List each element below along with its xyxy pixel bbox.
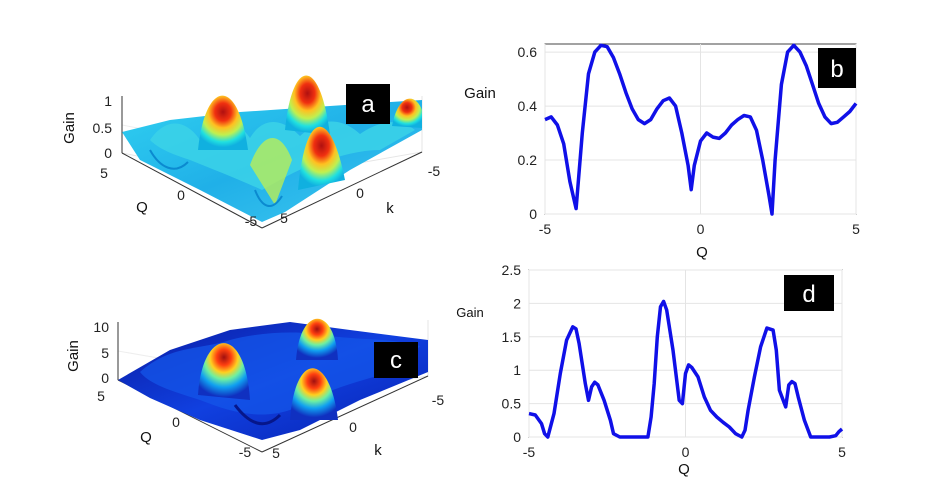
panel-b-y-tick: 0.6 [518,44,538,60]
panel-a-label-box [346,84,390,124]
panel-b-y-tick: 0.2 [518,152,538,168]
panel-b-y-label: Gain [464,85,496,102]
panel-a-q-axis [121,152,263,229]
panel-c-q-tick: 5 [97,388,105,404]
panel-a-z-tick: 0.5 [93,120,113,136]
panel-a-peak [198,95,248,150]
panel-c-z-tick: 5 [101,345,109,361]
panel-b-x-label: Q [696,244,708,261]
panel-a-z-tick: 1 [104,93,112,109]
panel-c-k-label: k [374,442,382,459]
panel-b-x-ticks: -5 0 5 [539,221,860,237]
panel-b-x-tick: -5 [539,221,552,237]
panel-c-q-tick: 0 [172,414,180,430]
panel-a-peak [298,126,345,190]
panel-c-dip [233,404,282,426]
panel-d-y-tick: 0.5 [502,396,522,412]
panel-d-x-ticks: -5 0 5 [523,444,846,460]
panel-b-y-ticks: 0 0.2 0.4 0.6 [518,44,538,222]
panel-c-q-label: Q [140,429,152,446]
panel-c-z-ticks: 10 5 0 [93,319,109,386]
panel-a-z-ticks: 1 0.5 0 [93,93,113,161]
panel-b-label-box [818,48,856,88]
panel-c-k-tick: -5 [432,392,445,408]
panel-c-k-ticks: 5 0 -5 [272,392,444,461]
panel-d-label: d [802,281,815,308]
panel-a-k-ticks: 5 0 -5 [280,163,440,226]
panel-d-label-box [784,275,834,311]
panel-d-line-chart: 0 0.5 1 1.5 2 2.5 -5 0 5 Gain Q d [456,262,846,478]
panel-c-z-label: Gain [65,340,82,372]
panel-a-k-axis [261,151,423,229]
panel-c-k-tick: 0 [349,419,357,435]
panel-a-dip [254,189,283,207]
panel-a-peak [392,98,422,128]
panel-d-y-tick: 2.5 [502,262,522,278]
panel-a-peak [250,138,292,205]
panel-d-y-tick: 2 [513,295,521,311]
panel-a-q-tick: 5 [100,165,108,181]
panel-c-peak [290,368,338,420]
panel-b-y-tick: 0 [529,206,537,222]
panel-c-z-tick: 0 [101,370,109,386]
panel-c-k-axis [261,375,429,453]
panel-d-x-tick: 0 [682,444,690,460]
panel-d-x-tick: -5 [523,444,536,460]
panel-a-surface-plot: 1 0.5 0 Gain 5 0 -5 Q 5 0 -5 k a [61,75,440,229]
panel-c-label: c [390,347,402,374]
panel-b-y-tick: 0.4 [518,98,538,114]
panel-a-z-tick: 0 [104,145,112,161]
panel-d-x-label: Q [678,461,690,478]
panel-a-k-tick: 0 [356,185,364,201]
panel-a-k-tick: 5 [280,210,288,226]
panel-a-q-tick: 0 [177,187,185,203]
panel-b-gain-series-line [544,43,858,216]
panel-a-q-label: Q [136,199,148,216]
panel-a-q-ticks: 5 0 -5 [100,165,257,229]
panel-b-x-tick: 5 [852,221,860,237]
panel-d-y-tick: 0 [513,429,521,445]
panel-d-y-label: Gain [456,305,483,320]
panel-a-q-tick: -5 [245,213,258,229]
panel-c-label-box [374,342,418,378]
panel-c-k-tick: 5 [272,445,280,461]
panel-a-dip [149,149,189,170]
panel-c-z-tick: 10 [93,319,109,335]
panel-b-x-tick: 0 [697,221,705,237]
panel-c-q-tick: -5 [239,444,252,460]
panel-c-q-ticks: 5 0 -5 [97,388,251,460]
panel-d-gain-series-line [528,299,844,439]
panel-d-x-tick: 5 [838,444,846,460]
panel-a-k-tick: -5 [428,163,441,179]
panel-d-y-tick: 1 [513,362,521,378]
panel-a-k-label: k [386,200,394,217]
panel-c-peak [198,343,250,400]
panel-b-label: b [830,56,843,83]
panel-d-y-tick: 1.5 [502,329,522,345]
panel-d-grid [528,269,843,438]
panel-b-line-chart: 0 0.2 0.4 0.6 -5 0 5 Gain Q b [464,43,860,261]
panel-a-peak [285,75,330,135]
panel-d-y-ticks: 0 0.5 1 1.5 2 2.5 [502,262,522,445]
panel-a-z-label: Gain [61,112,78,144]
panel-a-label: a [361,91,375,118]
panel-c-surface-plot: 10 5 0 Gain 5 0 -5 Q 5 0 -5 k c [65,318,444,461]
panel-c-peak [296,318,338,360]
